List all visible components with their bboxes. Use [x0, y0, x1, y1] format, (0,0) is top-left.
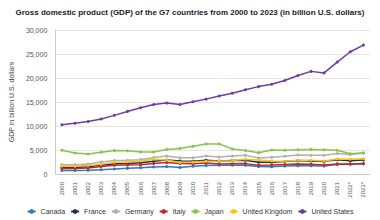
svg-text:2006: 2006 [138, 181, 144, 195]
svg-text:2023*: 2023* [360, 181, 366, 197]
svg-text:Italy: Italy [173, 208, 186, 216]
svg-text:2009: 2009 [177, 181, 183, 195]
svg-text:2001: 2001 [72, 181, 78, 195]
svg-text:2020: 2020 [321, 181, 327, 195]
svg-text:United Kingdom: United Kingdom [243, 208, 293, 216]
svg-text:2015: 2015 [256, 181, 262, 195]
svg-text:5,000: 5,000 [30, 147, 48, 154]
svg-text:2014: 2014 [242, 181, 248, 195]
svg-text:2021: 2021 [334, 181, 340, 195]
svg-text:15,000: 15,000 [26, 99, 48, 106]
svg-text:2005: 2005 [124, 181, 130, 195]
svg-text:2007: 2007 [151, 181, 157, 195]
svg-text:United States: United States [311, 208, 354, 215]
svg-text:GDP in billion U.S. dollars: GDP in billion U.S. dollars [8, 61, 15, 142]
svg-text:2016: 2016 [269, 181, 275, 195]
svg-text:30,000: 30,000 [26, 27, 48, 34]
svg-text:2011: 2011 [203, 181, 209, 195]
svg-text:Germany: Germany [125, 208, 154, 216]
svg-text:2004: 2004 [111, 181, 117, 195]
svg-text:0: 0 [43, 171, 47, 178]
svg-text:25,000: 25,000 [26, 51, 48, 58]
svg-text:2002: 2002 [85, 181, 91, 195]
svg-text:2010: 2010 [190, 181, 196, 195]
svg-text:2017: 2017 [282, 181, 288, 195]
svg-text:2019: 2019 [308, 181, 314, 195]
svg-text:Japan: Japan [205, 208, 224, 216]
svg-text:10,000: 10,000 [26, 123, 48, 130]
svg-text:2003: 2003 [98, 181, 104, 195]
svg-text:2018: 2018 [295, 181, 301, 195]
svg-text:2000: 2000 [59, 181, 65, 195]
svg-text:2022*: 2022* [347, 181, 353, 197]
svg-text:Canada: Canada [41, 208, 66, 215]
svg-text:2012: 2012 [216, 181, 222, 195]
svg-text:20,000: 20,000 [26, 75, 48, 82]
svg-text:Gross domestic product (GDP) o: Gross domestic product (GDP) of the G7 c… [16, 8, 365, 17]
svg-text:2008: 2008 [164, 181, 170, 195]
svg-text:2013: 2013 [229, 181, 235, 195]
svg-text:France: France [84, 208, 106, 215]
